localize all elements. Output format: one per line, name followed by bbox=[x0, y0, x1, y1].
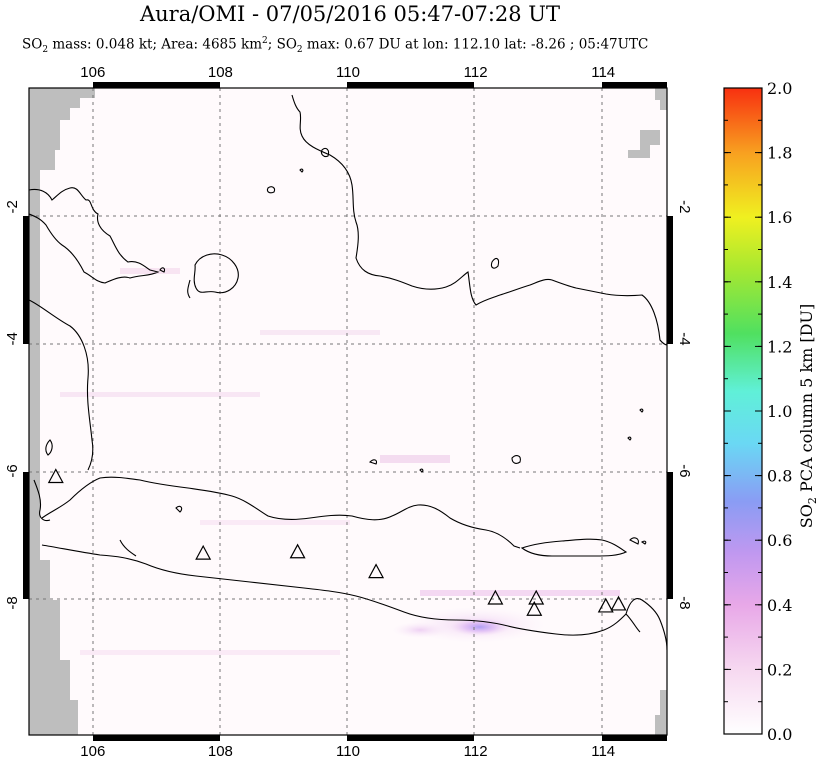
lon-tick-label: 106 bbox=[80, 64, 105, 81]
lon-tick-label: 114 bbox=[591, 64, 615, 81]
lat-tick-label: -8 bbox=[4, 596, 21, 609]
colorbar-label: SO2 PCA column 5 km [DU] bbox=[797, 304, 819, 528]
lon-tick-label: 114 bbox=[591, 743, 615, 759]
colorbar-tick-label: 1.2 bbox=[767, 337, 792, 356]
lon-ticks-top: 106 108 110 112 114 bbox=[80, 64, 615, 81]
colorbar-tick-label: 1.0 bbox=[767, 402, 792, 421]
lat-tick-label: -2 bbox=[4, 200, 21, 213]
lon-tick-label: 110 bbox=[336, 743, 360, 759]
lat-tick-label: -4 bbox=[4, 332, 21, 345]
so2-field bbox=[29, 88, 667, 735]
volcano-marker bbox=[528, 589, 545, 605]
lat-tick-label: -4 bbox=[676, 332, 693, 345]
lon-tick-label: 112 bbox=[464, 743, 488, 759]
volcano-marker bbox=[487, 589, 504, 605]
map-title: Aura/OMI - 07/05/2016 05:47-07:28 UT bbox=[139, 2, 560, 26]
colorbar-tick-label: 1.6 bbox=[767, 208, 792, 227]
lat-tick-label: -2 bbox=[676, 200, 693, 213]
colorbar-ticks: 0.0 0.2 0.4 0.6 0.8 1.0 1.2 1.4 1.6 1.8 2.0 bbox=[724, 79, 792, 744]
volcano-marker bbox=[368, 563, 385, 579]
volcano-markers bbox=[47, 468, 627, 616]
lat-ticks-right: -2 -4 -6 -8 bbox=[676, 200, 693, 609]
colorbar-tick-label: 0.0 bbox=[767, 725, 792, 744]
colorbar-tick-label: 1.8 bbox=[767, 144, 792, 163]
colorbar-tick-label: 0.4 bbox=[767, 596, 792, 615]
colorbar-tick-label: 0.6 bbox=[767, 531, 792, 550]
volcano-marker bbox=[289, 543, 306, 559]
lat-tick-label: -6 bbox=[4, 464, 21, 477]
volcano-marker bbox=[526, 600, 543, 616]
colorbar-tick-label: 0.2 bbox=[767, 660, 792, 679]
lat-tick-label: -8 bbox=[676, 596, 693, 609]
lon-ticks-bottom: 106 108 110 112 114 bbox=[80, 743, 615, 759]
volcano-marker bbox=[597, 597, 614, 613]
lat-ticks-left: -2 -4 -6 -8 bbox=[4, 200, 21, 609]
colorbar-tick-label: 2.0 bbox=[767, 79, 792, 98]
colorbar-tick-label: 1.4 bbox=[767, 273, 792, 292]
lon-tick-label: 108 bbox=[208, 743, 233, 759]
lon-tick-label: 108 bbox=[208, 64, 233, 81]
no-data-swath-left bbox=[29, 88, 95, 735]
volcano-marker bbox=[610, 595, 627, 611]
lon-tick-label: 110 bbox=[336, 64, 360, 81]
no-data-swath-right bbox=[655, 88, 667, 110]
volcano-marker bbox=[47, 468, 64, 484]
graticule bbox=[29, 88, 667, 735]
map-background bbox=[29, 88, 667, 735]
frame-bars bbox=[23, 82, 673, 741]
colorbar-tick-label: 0.8 bbox=[767, 467, 792, 486]
lon-tick-label: 106 bbox=[80, 743, 105, 759]
map-subtitle: SO2 mass: 0.048 kt; Area: 4685 km2; SO2 … bbox=[22, 36, 649, 56]
lon-tick-label: 112 bbox=[464, 64, 488, 81]
lat-tick-label: -6 bbox=[676, 464, 693, 477]
volcano-marker bbox=[195, 544, 212, 560]
coastlines bbox=[29, 94, 667, 651]
